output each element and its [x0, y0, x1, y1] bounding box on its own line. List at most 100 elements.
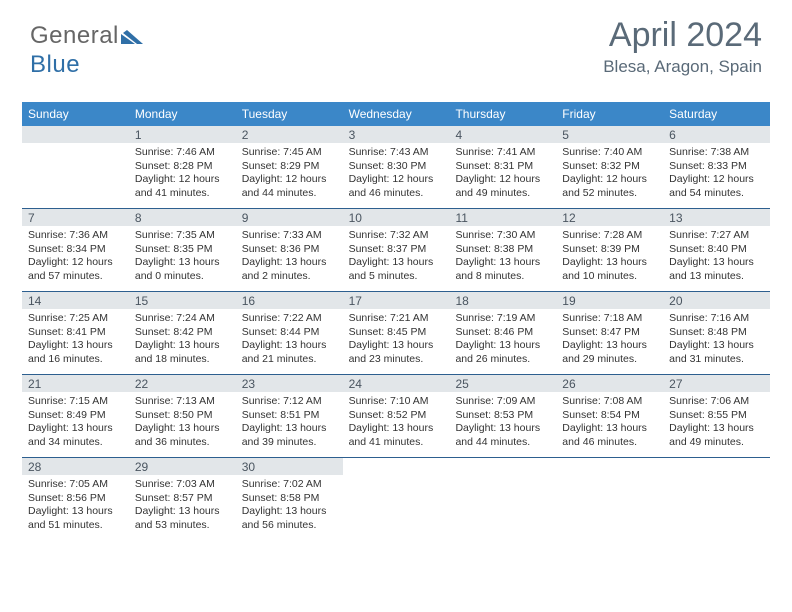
- sunrise-text: Sunrise: 7:45 AM: [242, 146, 337, 160]
- sunset-text: Sunset: 8:33 PM: [669, 160, 764, 174]
- sunrise-text: Sunrise: 7:35 AM: [135, 229, 230, 243]
- sunrise-text: Sunrise: 7:40 AM: [562, 146, 657, 160]
- calendar-cell: 5Sunrise: 7:40 AMSunset: 8:32 PMDaylight…: [556, 126, 663, 208]
- daylight-text: Daylight: 12 hours and 49 minutes.: [455, 173, 550, 200]
- day-number: 14: [22, 292, 129, 309]
- cell-body: Sunrise: 7:33 AMSunset: 8:36 PMDaylight:…: [236, 226, 343, 290]
- cell-body: Sunrise: 7:30 AMSunset: 8:38 PMDaylight:…: [449, 226, 556, 290]
- cell-body: Sunrise: 7:05 AMSunset: 8:56 PMDaylight:…: [22, 475, 129, 539]
- day-number: 15: [129, 292, 236, 309]
- page: GeneralBlue April 2024 Blesa, Aragon, Sp…: [0, 0, 792, 612]
- cell-body: [449, 475, 556, 484]
- sunset-text: Sunset: 8:49 PM: [28, 409, 123, 423]
- calendar-cell: 15Sunrise: 7:24 AMSunset: 8:42 PMDayligh…: [129, 292, 236, 374]
- calendar-cell: 23Sunrise: 7:12 AMSunset: 8:51 PMDayligh…: [236, 375, 343, 457]
- calendar-week: 1Sunrise: 7:46 AMSunset: 8:28 PMDaylight…: [22, 126, 770, 208]
- day-number: 12: [556, 209, 663, 226]
- calendar-cell: [343, 458, 450, 540]
- weekday-header: Tuesday: [236, 102, 343, 126]
- daylight-text: Daylight: 13 hours and 8 minutes.: [455, 256, 550, 283]
- cell-body: Sunrise: 7:18 AMSunset: 8:47 PMDaylight:…: [556, 309, 663, 373]
- sunrise-text: Sunrise: 7:08 AM: [562, 395, 657, 409]
- calendar-cell: 18Sunrise: 7:19 AMSunset: 8:46 PMDayligh…: [449, 292, 556, 374]
- sunset-text: Sunset: 8:29 PM: [242, 160, 337, 174]
- calendar-cell: 21Sunrise: 7:15 AMSunset: 8:49 PMDayligh…: [22, 375, 129, 457]
- sunset-text: Sunset: 8:45 PM: [349, 326, 444, 340]
- calendar-cell: [22, 126, 129, 208]
- calendar-cell: 19Sunrise: 7:18 AMSunset: 8:47 PMDayligh…: [556, 292, 663, 374]
- daylight-text: Daylight: 13 hours and 13 minutes.: [669, 256, 764, 283]
- daylight-text: Daylight: 13 hours and 53 minutes.: [135, 505, 230, 532]
- sunrise-text: Sunrise: 7:18 AM: [562, 312, 657, 326]
- logo-word-b: Blue: [30, 51, 80, 78]
- sunrise-text: Sunrise: 7:32 AM: [349, 229, 444, 243]
- daylight-text: Daylight: 12 hours and 54 minutes.: [669, 173, 764, 200]
- day-number: 13: [663, 209, 770, 226]
- sunrise-text: Sunrise: 7:10 AM: [349, 395, 444, 409]
- sunrise-text: Sunrise: 7:25 AM: [28, 312, 123, 326]
- calendar-cell: 1Sunrise: 7:46 AMSunset: 8:28 PMDaylight…: [129, 126, 236, 208]
- sunset-text: Sunset: 8:53 PM: [455, 409, 550, 423]
- day-number: 29: [129, 458, 236, 475]
- calendar-cell: 3Sunrise: 7:43 AMSunset: 8:30 PMDaylight…: [343, 126, 450, 208]
- sunset-text: Sunset: 8:48 PM: [669, 326, 764, 340]
- sunrise-text: Sunrise: 7:09 AM: [455, 395, 550, 409]
- day-number: 2: [236, 126, 343, 143]
- sunset-text: Sunset: 8:42 PM: [135, 326, 230, 340]
- weekday-header: Saturday: [663, 102, 770, 126]
- day-number: 8: [129, 209, 236, 226]
- cell-body: Sunrise: 7:45 AMSunset: 8:29 PMDaylight:…: [236, 143, 343, 207]
- cell-body: Sunrise: 7:06 AMSunset: 8:55 PMDaylight:…: [663, 392, 770, 456]
- cell-body: Sunrise: 7:43 AMSunset: 8:30 PMDaylight:…: [343, 143, 450, 207]
- daylight-text: Daylight: 13 hours and 41 minutes.: [349, 422, 444, 449]
- calendar-cell: 17Sunrise: 7:21 AMSunset: 8:45 PMDayligh…: [343, 292, 450, 374]
- cell-body: Sunrise: 7:32 AMSunset: 8:37 PMDaylight:…: [343, 226, 450, 290]
- cell-body: Sunrise: 7:09 AMSunset: 8:53 PMDaylight:…: [449, 392, 556, 456]
- day-number: 22: [129, 375, 236, 392]
- sunrise-text: Sunrise: 7:13 AM: [135, 395, 230, 409]
- sunset-text: Sunset: 8:57 PM: [135, 492, 230, 506]
- calendar-cell: [449, 458, 556, 540]
- sunset-text: Sunset: 8:38 PM: [455, 243, 550, 257]
- calendar-cell: 28Sunrise: 7:05 AMSunset: 8:56 PMDayligh…: [22, 458, 129, 540]
- day-number: 28: [22, 458, 129, 475]
- calendar-cell: 14Sunrise: 7:25 AMSunset: 8:41 PMDayligh…: [22, 292, 129, 374]
- cell-body: Sunrise: 7:08 AMSunset: 8:54 PMDaylight:…: [556, 392, 663, 456]
- calendar-cell: 11Sunrise: 7:30 AMSunset: 8:38 PMDayligh…: [449, 209, 556, 291]
- day-number: 18: [449, 292, 556, 309]
- daylight-text: Daylight: 12 hours and 46 minutes.: [349, 173, 444, 200]
- sunset-text: Sunset: 8:28 PM: [135, 160, 230, 174]
- calendar-cell: 4Sunrise: 7:41 AMSunset: 8:31 PMDaylight…: [449, 126, 556, 208]
- day-number: [22, 126, 129, 143]
- calendar-cell: 22Sunrise: 7:13 AMSunset: 8:50 PMDayligh…: [129, 375, 236, 457]
- calendar-cell: [663, 458, 770, 540]
- daylight-text: Daylight: 12 hours and 44 minutes.: [242, 173, 337, 200]
- day-number: 23: [236, 375, 343, 392]
- daylight-text: Daylight: 13 hours and 36 minutes.: [135, 422, 230, 449]
- sunset-text: Sunset: 8:54 PM: [562, 409, 657, 423]
- cell-body: Sunrise: 7:03 AMSunset: 8:57 PMDaylight:…: [129, 475, 236, 539]
- cell-body: Sunrise: 7:13 AMSunset: 8:50 PMDaylight:…: [129, 392, 236, 456]
- sunrise-text: Sunrise: 7:43 AM: [349, 146, 444, 160]
- daylight-text: Daylight: 13 hours and 29 minutes.: [562, 339, 657, 366]
- calendar-cell: 9Sunrise: 7:33 AMSunset: 8:36 PMDaylight…: [236, 209, 343, 291]
- calendar-cell: [556, 458, 663, 540]
- cell-body: Sunrise: 7:25 AMSunset: 8:41 PMDaylight:…: [22, 309, 129, 373]
- daylight-text: Daylight: 13 hours and 26 minutes.: [455, 339, 550, 366]
- daylight-text: Daylight: 13 hours and 21 minutes.: [242, 339, 337, 366]
- daylight-text: Daylight: 12 hours and 57 minutes.: [28, 256, 123, 283]
- sunset-text: Sunset: 8:37 PM: [349, 243, 444, 257]
- day-number: 10: [343, 209, 450, 226]
- calendar-cell: 8Sunrise: 7:35 AMSunset: 8:35 PMDaylight…: [129, 209, 236, 291]
- sunrise-text: Sunrise: 7:03 AM: [135, 478, 230, 492]
- day-number: 11: [449, 209, 556, 226]
- calendar-cell: 10Sunrise: 7:32 AMSunset: 8:37 PMDayligh…: [343, 209, 450, 291]
- calendar-week: 21Sunrise: 7:15 AMSunset: 8:49 PMDayligh…: [22, 374, 770, 457]
- sunset-text: Sunset: 8:35 PM: [135, 243, 230, 257]
- daylight-text: Daylight: 13 hours and 56 minutes.: [242, 505, 337, 532]
- day-number: 20: [663, 292, 770, 309]
- daylight-text: Daylight: 12 hours and 52 minutes.: [562, 173, 657, 200]
- day-number: 25: [449, 375, 556, 392]
- sunrise-text: Sunrise: 7:12 AM: [242, 395, 337, 409]
- daylight-text: Daylight: 13 hours and 34 minutes.: [28, 422, 123, 449]
